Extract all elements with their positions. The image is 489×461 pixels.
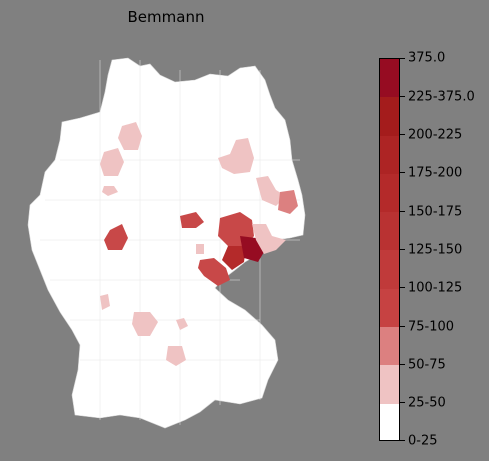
colorbar-tick — [400, 172, 405, 173]
region-rhine-spot — [100, 294, 110, 310]
colorbar-tick — [400, 402, 405, 403]
colorbar-label: 200-225 — [408, 127, 463, 143]
colorbar-label: 375.0 — [408, 50, 446, 66]
colorbar-label: 0-25 — [408, 433, 438, 449]
colorbar-tick — [400, 58, 405, 59]
colorbar-tick — [400, 134, 405, 135]
colorbar-seg-100-125 — [380, 250, 399, 289]
region-kassel — [104, 224, 128, 250]
colorbar-label: 225-375.0 — [408, 89, 475, 105]
colorbar-tick — [400, 287, 405, 288]
region-hamburg-area — [118, 122, 142, 150]
colorbar-seg-175-200 — [380, 135, 399, 174]
colorbar-seg-225-375 — [380, 59, 399, 98]
region-saxony-central — [222, 246, 246, 270]
colorbar-seg-200-225 — [380, 97, 399, 136]
colorbar-seg-125-150 — [380, 212, 399, 251]
region-thuringia-north — [180, 212, 204, 228]
region-brandenburg-south — [256, 176, 286, 206]
colorbar-label: 25-50 — [408, 395, 446, 411]
colorbar-label: 50-75 — [408, 357, 446, 373]
region-nuremberg-spot — [196, 244, 204, 254]
colorbar-tick — [400, 364, 405, 365]
colorbar-label: 100-125 — [408, 280, 463, 296]
colorbar-tick — [400, 249, 405, 250]
region-ruhr-spot — [102, 186, 118, 196]
region-saxony-east — [252, 224, 286, 254]
region-bremen-area — [100, 148, 124, 176]
colorbar-label: 175-200 — [408, 165, 463, 181]
colorbar-label: 125-150 — [408, 242, 463, 258]
colorbar-seg-50-75 — [380, 327, 399, 366]
region-wuerzburg — [132, 312, 158, 336]
region-munich-area — [176, 318, 188, 330]
colorbar-seg-25-50 — [380, 365, 399, 404]
region-chemnitz — [198, 258, 230, 286]
colorbar-tick — [400, 326, 405, 327]
region-cottbus — [278, 190, 298, 214]
colorbar-seg-150-175 — [380, 173, 399, 213]
colorbar-seg-75-100 — [380, 288, 399, 328]
colorbar-tick — [400, 440, 405, 441]
map-title: Bemmann — [127, 8, 205, 26]
colorbar-label: 75-100 — [408, 319, 455, 335]
colorbar — [379, 58, 400, 441]
colorbar-seg-0-25 — [380, 403, 399, 440]
region-berlin-west — [218, 138, 254, 174]
colorbar-tick — [400, 211, 405, 212]
region-ulm-area — [166, 346, 186, 366]
colorbar-label: 150-175 — [408, 204, 463, 220]
colorbar-tick — [400, 96, 405, 97]
